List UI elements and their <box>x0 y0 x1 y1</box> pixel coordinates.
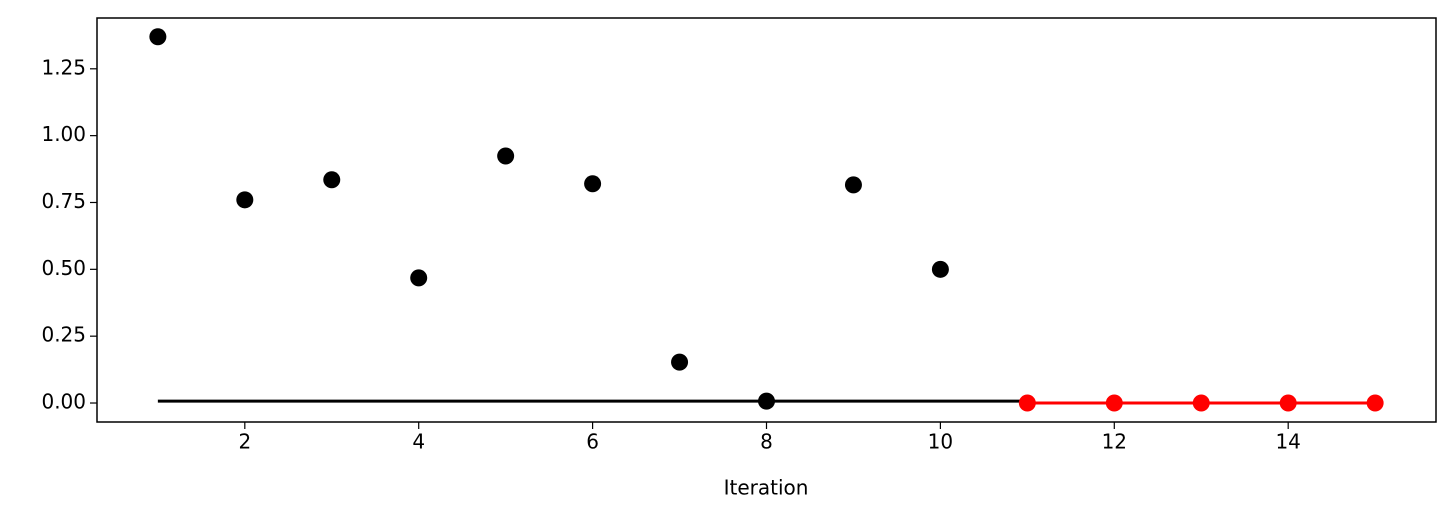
point <box>1018 394 1036 412</box>
point <box>931 260 949 278</box>
point <box>497 147 515 165</box>
point <box>1279 394 1297 412</box>
y-tick-label: 1.25 <box>41 55 86 79</box>
y-tick-label: 0.50 <box>41 256 86 280</box>
x-tick-label: 10 <box>928 430 953 454</box>
point <box>1105 394 1123 412</box>
point <box>1366 394 1384 412</box>
point <box>1192 394 1210 412</box>
x-tick-label: 12 <box>1102 430 1127 454</box>
y-tick-label: 0.00 <box>41 390 86 414</box>
point <box>584 175 602 193</box>
x-tick-label: 4 <box>412 430 425 454</box>
point <box>671 353 689 371</box>
x-axis-label: Iteration <box>724 476 809 500</box>
point <box>236 191 254 209</box>
plot-frame <box>96 17 1437 423</box>
point <box>410 269 428 287</box>
point <box>844 176 862 194</box>
y-tick-label: 0.75 <box>41 189 86 213</box>
x-tick-label: 6 <box>586 430 599 454</box>
x-tick-label: 8 <box>760 430 773 454</box>
y-tick-label: 1.00 <box>41 122 86 146</box>
x-tick-label: 2 <box>238 430 251 454</box>
point <box>149 28 167 46</box>
x-tick-label: 14 <box>1275 430 1300 454</box>
y-tick-label: 0.25 <box>41 323 86 347</box>
point <box>323 171 341 189</box>
